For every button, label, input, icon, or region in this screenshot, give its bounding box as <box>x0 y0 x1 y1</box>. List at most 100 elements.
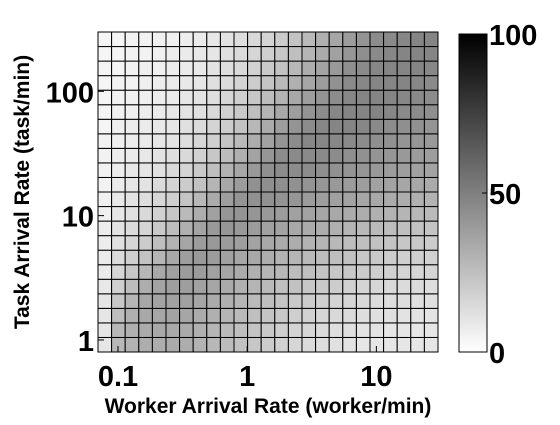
heatmap-cell <box>138 278 153 295</box>
heatmap-cell <box>97 176 113 193</box>
heatmap-cell <box>355 293 371 309</box>
heatmap-cell <box>138 264 153 280</box>
heatmap-cell <box>342 89 357 106</box>
heatmap-cell <box>315 307 330 324</box>
heatmap-cell <box>369 322 385 338</box>
heatmap-cell <box>383 322 398 338</box>
heatmap-cell <box>124 235 140 251</box>
heatmap-cell <box>192 307 208 324</box>
heatmap-cell <box>369 206 385 222</box>
heatmap-cell <box>219 176 235 193</box>
heatmap-cell <box>111 75 126 91</box>
heatmap-cell <box>138 118 153 135</box>
heatmap-cell <box>396 220 412 237</box>
heatmap-cell <box>111 307 126 324</box>
heatmap-cell <box>287 206 303 222</box>
heatmap-cell <box>179 235 194 251</box>
heatmap-cell <box>410 176 425 193</box>
heatmap-cell <box>247 235 262 251</box>
heatmap-cell <box>138 293 153 309</box>
heatmap-cell <box>369 235 385 251</box>
heatmap-cell <box>301 322 317 338</box>
heatmap-cell <box>151 206 167 222</box>
heatmap-cell <box>301 336 317 353</box>
heatmap-cell <box>355 191 371 208</box>
heatmap-cell <box>192 89 208 106</box>
heatmap-cell <box>328 147 344 164</box>
heatmap-cell <box>355 307 371 324</box>
heatmap-cell <box>151 176 167 193</box>
heatmap-cell <box>383 60 398 77</box>
heatmap-cell <box>342 133 357 149</box>
heatmap-cell <box>233 46 249 62</box>
heatmap-cell <box>124 206 140 222</box>
heatmap-cell <box>192 235 208 251</box>
heatmap-cell <box>233 235 249 251</box>
heatmap-cell <box>111 31 126 48</box>
heatmap-cell <box>369 133 385 149</box>
heatmap-cell <box>247 118 262 135</box>
heatmap-cell <box>219 322 235 338</box>
heatmap-cell <box>219 31 235 48</box>
heatmap-cell <box>369 89 385 106</box>
heatmap-cell <box>328 336 344 353</box>
heatmap-cell <box>287 235 303 251</box>
heatmap-cell <box>233 336 249 353</box>
x-tick-label: 0.1 <box>98 361 138 393</box>
heatmap-cell <box>383 220 398 237</box>
heatmap-cell <box>97 89 113 106</box>
heatmap-cell <box>247 336 262 353</box>
heatmap-cell <box>97 322 113 338</box>
heatmap-cell <box>206 322 221 338</box>
heatmap-cell <box>315 264 330 280</box>
heatmap-cell <box>97 75 113 91</box>
heatmap-cell <box>301 104 317 120</box>
heatmap-cell <box>97 133 113 149</box>
heatmap-cell <box>287 75 303 91</box>
heatmap-cell <box>206 162 221 178</box>
heatmap-cell <box>179 220 194 237</box>
heatmap-cell <box>179 75 194 91</box>
heatmap-cell <box>219 206 235 222</box>
heatmap-cell <box>396 264 412 280</box>
heatmap-cell <box>151 191 167 208</box>
heatmap-cell <box>165 176 181 193</box>
heatmap-cell <box>219 249 235 266</box>
heatmap-cell <box>151 133 167 149</box>
heatmap-cell <box>383 264 398 280</box>
heatmap-cell <box>192 60 208 77</box>
heatmap-cell <box>355 147 371 164</box>
heatmap-cell <box>206 89 221 106</box>
heatmap-cell <box>301 162 317 178</box>
heatmap-cell <box>165 104 181 120</box>
heatmap-cell <box>274 118 289 135</box>
heatmap-cell <box>287 60 303 77</box>
heatmap-cell <box>423 162 439 178</box>
heatmap-cell <box>151 336 167 353</box>
heatmap-cell <box>165 191 181 208</box>
heatmap-cell <box>192 336 208 353</box>
heatmap-cell <box>151 307 167 324</box>
heatmap-cell <box>247 89 262 106</box>
heatmap-cell <box>301 278 317 295</box>
heatmap-cell <box>179 118 194 135</box>
heatmap-cell <box>165 162 181 178</box>
heatmap-cell <box>138 162 153 178</box>
heatmap-cell <box>274 162 289 178</box>
heatmap-cell <box>274 278 289 295</box>
heatmap-cell <box>151 322 167 338</box>
heatmap-cell <box>111 133 126 149</box>
heatmap-cell <box>396 147 412 164</box>
heatmap-cell <box>260 264 276 280</box>
heatmap-cell <box>247 46 262 62</box>
heatmap-cell <box>97 31 113 48</box>
heatmap-cell <box>233 322 249 338</box>
heatmap-cell <box>274 60 289 77</box>
heatmap-cell <box>111 104 126 120</box>
heatmap-cell <box>247 176 262 193</box>
heatmap-cell <box>151 118 167 135</box>
heatmap-cell <box>369 75 385 91</box>
heatmap-cell <box>247 31 262 48</box>
heatmap-cell <box>138 133 153 149</box>
